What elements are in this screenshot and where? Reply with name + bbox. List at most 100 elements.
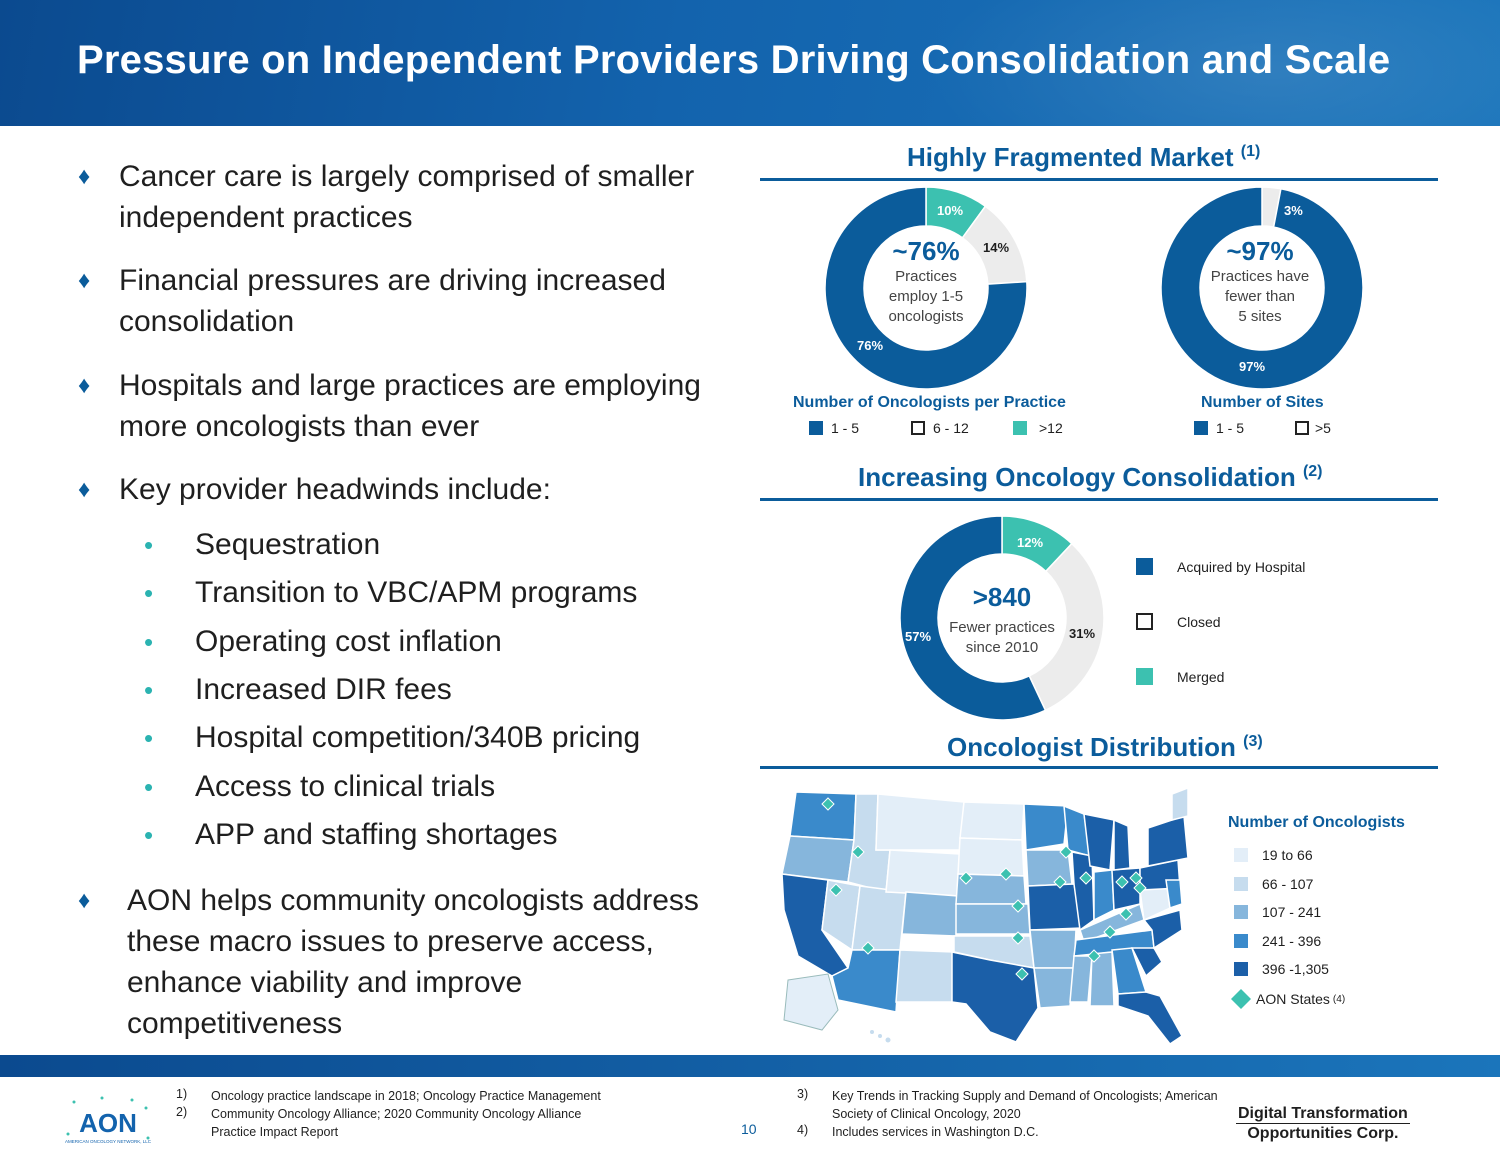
map-legend-label: 107 - 241 <box>1262 904 1322 920</box>
headwind-item: Access to clinical trials <box>195 770 496 803</box>
legend-item: 1 - 5 <box>809 420 859 436</box>
headwind-item: Transition to VBC/APM programs <box>195 576 638 609</box>
donut-slice-closed <box>1028 542 1105 712</box>
aon-bullet: AON helps community oncologists address … <box>127 880 699 1044</box>
dot-bullet-icon: • <box>144 723 154 753</box>
map-legend-swatch <box>1234 848 1248 862</box>
donut2-label-1-5: 97% <box>1239 359 1266 374</box>
legend-swatch <box>1136 613 1153 630</box>
footer-band <box>0 1055 1500 1077</box>
donut3-center-value: >840 <box>972 582 1032 612</box>
diamond-bullet-icon: ♦ <box>78 163 91 190</box>
section-divider <box>760 178 1438 181</box>
legend-swatch <box>1295 421 1309 435</box>
map-legend-item: 19 to 66 <box>1234 847 1313 863</box>
donut-oncologists-per-practice <box>824 186 1028 390</box>
legend-swatch <box>1136 668 1153 685</box>
donut3-label-merged: 12% <box>1017 535 1044 550</box>
map-legend-item: 107 - 241 <box>1234 904 1321 920</box>
header-banner: Pressure on Independent Providers Drivin… <box>0 0 1500 126</box>
donut3-label-acquired: 57% <box>905 629 932 644</box>
bullet-4: Key provider headwinds include: <box>119 469 551 510</box>
dot-bullet-icon: • <box>144 772 154 802</box>
section-divider <box>760 766 1438 769</box>
footnote-ref: (2) <box>1302 463 1323 480</box>
aon-logo: AON AMERICAN ONCOLOGY NETWORK, LLC <box>65 1096 152 1144</box>
donut1-center-caption: Practices employ 1-5 oncologists <box>856 267 996 327</box>
donut1-caption-line: oncologists <box>888 308 964 325</box>
legend-item: Merged <box>1136 668 1224 685</box>
legend-label: Acquired by Hospital <box>1177 558 1306 575</box>
legend-swatch <box>911 421 925 435</box>
footnote-number: 3) <box>797 1087 809 1101</box>
legend-item: Closed <box>1136 613 1221 630</box>
donut-slice-1-5 <box>1160 186 1364 390</box>
headwind-item: Increased DIR fees <box>195 673 452 706</box>
footnote-text: Key Trends in Tracking Supply and Demand… <box>832 1089 1218 1103</box>
footnote-number: 2) <box>176 1105 188 1119</box>
dot-bullet-icon: • <box>144 820 154 850</box>
bullet-1-line-1: Cancer care is largely comprised of smal… <box>119 160 695 193</box>
donut1-center-value: ~76% <box>892 236 960 266</box>
donut-number-of-sites <box>1160 186 1364 390</box>
donut1-caption-line: employ 1-5 <box>888 288 964 305</box>
diamond-bullet-icon: ♦ <box>78 267 91 294</box>
headwind-item: Operating cost inflation <box>195 625 502 658</box>
consolidation-title-text: Increasing Oncology Consolidation <box>858 462 1296 492</box>
aon-bullet-line: these macro issues to preserve access, <box>127 925 654 958</box>
donut1-caption: Number of Oncologists per Practice <box>793 394 1066 411</box>
donut3-label-closed: 31% <box>1069 626 1096 641</box>
map-legend-label: 241 - 396 <box>1262 933 1322 949</box>
us-map <box>781 787 1188 1046</box>
footnote-ref: (1) <box>1240 143 1261 160</box>
donut2-center-caption: Practices have fewer than 5 sites <box>1190 267 1330 327</box>
legend-item: 6 - 12 <box>911 420 969 436</box>
bullet-2-line-2: consolidation <box>119 305 295 338</box>
headwind-item: Sequestration <box>195 528 381 561</box>
dot-bullet-icon: • <box>144 530 154 560</box>
footnote-text: Oncology practice landscape in 2018; Onc… <box>211 1089 601 1103</box>
footnote-ref: (4) <box>1332 993 1346 1005</box>
diamond-bullet-icon: ♦ <box>78 476 91 503</box>
donut1-label-6-12: 14% <box>983 240 1010 255</box>
page-number: 10 <box>741 1121 757 1137</box>
aon-logo-subtext: AMERICAN ONCOLOGY NETWORK, LLC <box>65 1139 152 1144</box>
map-legend-label: 19 to 66 <box>1262 847 1313 863</box>
footnote-number: 1) <box>176 1087 188 1101</box>
consolidation-title: Increasing Oncology Consolidation (2) <box>858 462 1323 493</box>
donut3-caption-line: Fewer practices <box>949 619 1055 636</box>
aon-diamond-icon <box>1231 989 1251 1009</box>
fragmented-market-title-text: Highly Fragmented Market <box>907 142 1234 172</box>
company-name-line-1: Digital Transformation <box>1236 1105 1410 1124</box>
donut1-caption-line: Practices <box>895 268 957 285</box>
bullet-2: Financial pressures are driving increase… <box>119 260 666 342</box>
bullet-4-line-1: Key provider headwinds include: <box>119 473 551 506</box>
map-legend-label: 396 -1,305 <box>1262 961 1329 977</box>
donut-slice-acquired-by-hospital <box>899 515 1047 721</box>
aon-bullet-line: enhance viability and improve <box>127 966 523 999</box>
donut1-label-1-5: 76% <box>857 338 884 353</box>
footnote-text: Includes services in Washington D.C. <box>832 1125 1039 1139</box>
diamond-bullet-icon: ♦ <box>78 887 91 914</box>
donut2-caption-line: 5 sites <box>1238 308 1282 325</box>
legend-swatch <box>1194 421 1208 435</box>
legend-label: 1 - 5 <box>1216 420 1245 436</box>
map-legend-aon-label: AON States <box>1256 991 1330 1007</box>
diamond-bullet-icon: ♦ <box>78 372 91 399</box>
donut2-caption-line: Practices have <box>1210 268 1310 285</box>
map-legend-item: 241 - 396 <box>1234 933 1321 949</box>
fragmented-market-title: Highly Fragmented Market (1) <box>907 142 1260 173</box>
footnote-text: Community Oncology Alliance; 2020 Commun… <box>211 1107 582 1121</box>
legend-label: 6 - 12 <box>933 420 969 436</box>
legend-item: 1 - 5 <box>1194 420 1244 436</box>
donut1-label-over-12: 10% <box>937 203 964 218</box>
map-legend-item: 396 -1,305 <box>1234 961 1329 977</box>
legend-item: Acquired by Hospital <box>1136 558 1305 575</box>
legend-swatch <box>809 421 823 435</box>
aon-logo-text: AON <box>79 1108 137 1138</box>
map-legend-swatch <box>1234 877 1248 891</box>
donut-consolidation <box>899 515 1105 721</box>
legend-swatch <box>1136 558 1153 575</box>
map-legend-swatch <box>1234 934 1248 948</box>
